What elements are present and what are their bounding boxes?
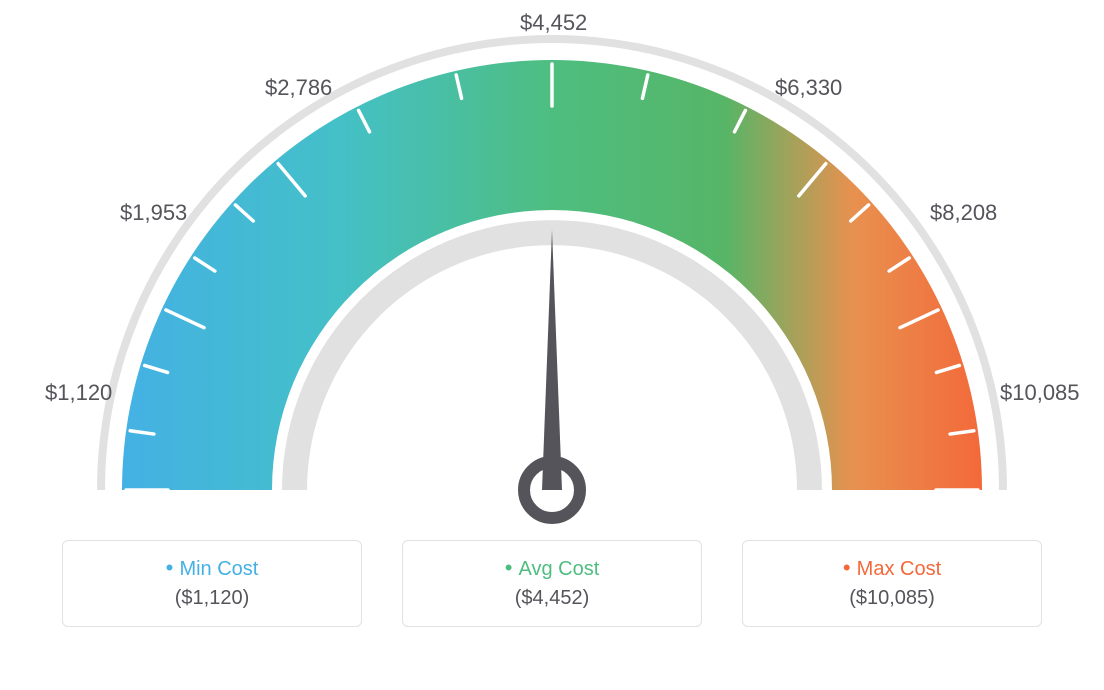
gauge-svg bbox=[0, 0, 1104, 530]
gauge-tick-label: $8,208 bbox=[930, 200, 997, 226]
legend-min-value: ($1,120) bbox=[83, 587, 341, 610]
gauge-tick-label: $1,953 bbox=[120, 200, 187, 226]
legend-min-cost: Min Cost ($1,120) bbox=[62, 540, 362, 627]
gauge-tick-label: $2,786 bbox=[265, 75, 332, 101]
legend-max-cost: Max Cost ($10,085) bbox=[742, 540, 1042, 627]
gauge-tick-label: $4,452 bbox=[520, 10, 587, 36]
legend-avg-label: Avg Cost bbox=[423, 555, 681, 581]
legend-min-label: Min Cost bbox=[83, 555, 341, 581]
legend-avg-cost: Avg Cost ($4,452) bbox=[402, 540, 702, 627]
legend-max-value: ($10,085) bbox=[763, 587, 1021, 610]
legend-row: Min Cost ($1,120) Avg Cost ($4,452) Max … bbox=[0, 540, 1104, 627]
gauge-area: $1,120 $1,953 $2,786 $4,452 $6,330 $8,208 $10,… bbox=[0, 0, 1104, 530]
cost-gauge-chart: $1,120 $1,953 $2,786 $4,452 $6,330 $8,208 $10,… bbox=[0, 0, 1104, 690]
legend-avg-value: ($4,452) bbox=[423, 587, 681, 610]
gauge-tick-label: $10,085 bbox=[1000, 380, 1080, 406]
legend-max-label: Max Cost bbox=[763, 555, 1021, 581]
gauge-tick-label: $6,330 bbox=[775, 75, 842, 101]
gauge-tick-label: $1,120 bbox=[45, 380, 112, 406]
